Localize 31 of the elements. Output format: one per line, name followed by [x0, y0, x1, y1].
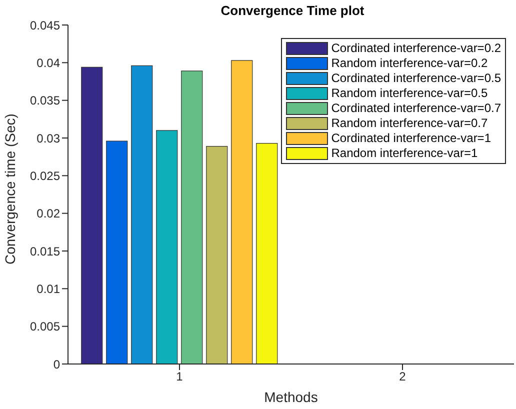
y-tick-label: 0.015 — [30, 244, 60, 258]
y-axis-title: Convergence time (Sec) — [2, 114, 18, 264]
legend-label: Random interference-var=0.2 — [331, 56, 488, 71]
y-tick-label: 0.005 — [30, 320, 60, 334]
legend-label: Random interference-var=1 — [331, 146, 478, 161]
legend-label: Cordinated interference-var=0.5 — [331, 71, 501, 86]
chart-title: Convergence Time plot — [220, 3, 366, 18]
legend-label: Cordinated interference-var=0.7 — [331, 101, 501, 116]
x-axis-title: Methods — [264, 389, 318, 405]
y-tick-label: 0.035 — [30, 94, 60, 108]
legend-label: Random interference-var=0.7 — [331, 116, 488, 131]
y-tick-label: 0.03 — [36, 131, 60, 146]
y-tick-label: 0.045 — [30, 18, 60, 32]
legend-label: Cordinated interference-var=0.2 — [331, 41, 501, 56]
bar — [231, 60, 253, 364]
bar — [131, 65, 153, 364]
y-tick-label: 0.04 — [36, 56, 60, 70]
bar — [81, 66, 103, 364]
bar — [181, 70, 203, 364]
bar — [256, 142, 278, 364]
legend-label: Random interference-var=0.5 — [331, 86, 488, 101]
x-tick-label: 2 — [399, 370, 406, 384]
y-tick-label: 0.02 — [36, 206, 60, 221]
y-tick-label: 0 — [53, 357, 60, 372]
bar — [156, 130, 178, 364]
x-tick-label: 1 — [176, 370, 184, 384]
bar — [206, 146, 228, 364]
bar — [106, 140, 128, 364]
y-tick-label: 0.025 — [30, 168, 60, 183]
y-tick-label: 0.01 — [36, 282, 60, 296]
legend-label: Cordinated interference-var=1 — [331, 131, 491, 146]
